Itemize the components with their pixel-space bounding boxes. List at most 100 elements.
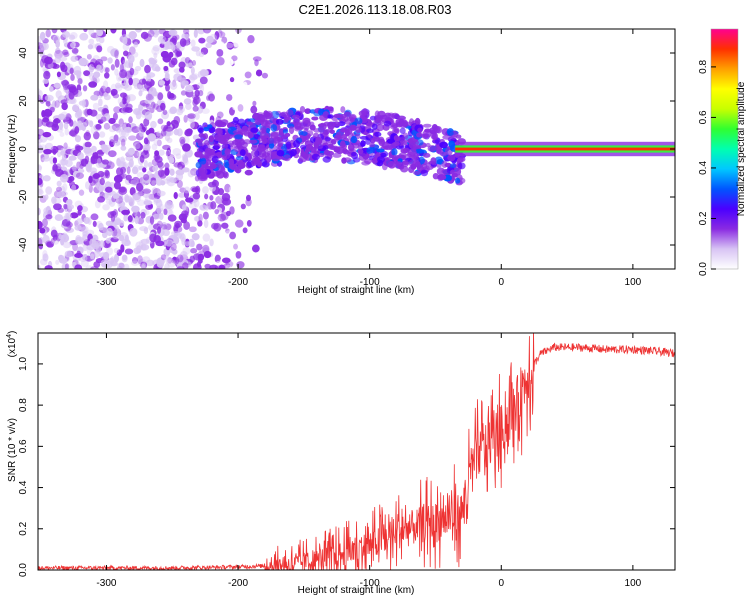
spectrogram-cell xyxy=(266,138,275,144)
spectrogram-cell xyxy=(114,82,122,89)
spectrogram-cell xyxy=(87,217,92,225)
spectrogram-cell xyxy=(182,247,191,255)
spectrogram-cell xyxy=(171,35,178,43)
spectrogram-cell xyxy=(42,253,49,262)
spectrogram-cell xyxy=(99,240,105,249)
spectrogram-cell xyxy=(173,162,182,168)
spectrogram-cell xyxy=(422,123,432,128)
spectrogram-cell xyxy=(237,118,246,127)
spectrogram-cell xyxy=(198,145,204,154)
spectrogram-cell xyxy=(253,262,259,269)
spectrogram-cell xyxy=(214,102,224,111)
spectrogram-cell xyxy=(52,163,58,172)
spectrogram-cell xyxy=(105,237,111,244)
spectrogram-cell xyxy=(56,151,62,158)
spectrogram-cell xyxy=(72,104,79,112)
spectrogram-cell xyxy=(286,109,294,117)
spectrogram-cell xyxy=(196,243,203,251)
spectrogram-cell xyxy=(227,80,234,89)
spectrogram-cell xyxy=(122,106,130,113)
spectrogram-cell xyxy=(150,101,156,109)
spectrogram-cell xyxy=(122,43,130,51)
spectrogram-cell xyxy=(183,221,191,230)
colorbar-ticks: 0.0 0.2 0.4 0.6 0.8 xyxy=(698,60,716,276)
spectrogram-cell xyxy=(177,105,185,113)
spectrogram-cell xyxy=(198,132,205,138)
spectrogram-cell xyxy=(74,252,83,258)
spectrogram-cell xyxy=(294,121,302,129)
spectrogram-cell xyxy=(142,188,152,194)
spectrogram-cell xyxy=(134,215,139,225)
spectrogram-cell xyxy=(129,67,135,76)
spectrogram-cell xyxy=(194,151,203,158)
spectrogram-cell xyxy=(214,209,220,215)
spectrogram-cell xyxy=(308,121,315,127)
spectrogram-cell xyxy=(311,116,319,121)
spectrogram-cell xyxy=(54,100,60,108)
spectrogram-cell xyxy=(110,64,115,71)
spectrogram-cell xyxy=(86,53,92,60)
spectrogram-cell xyxy=(72,165,77,172)
spectrogram-cell xyxy=(199,76,208,85)
spectrogram-cell xyxy=(250,127,259,133)
spectrogram-cell xyxy=(112,232,121,240)
spectrogram-cell xyxy=(190,248,198,254)
spectrogram-cell xyxy=(90,94,99,101)
spectrogram-cell xyxy=(201,108,210,114)
spectrogram-cell xyxy=(77,78,83,85)
spectrogram-cell xyxy=(191,233,200,241)
spectrogram-cell xyxy=(413,170,421,176)
spectrogram-cell xyxy=(63,142,68,150)
spectrogram-cell xyxy=(376,123,385,132)
spectrogram-cell xyxy=(117,199,122,209)
spectrogram-cell xyxy=(180,79,190,87)
spectrogram-cell xyxy=(304,108,312,114)
spectrogram-cell xyxy=(369,142,376,148)
spectrogram-cell xyxy=(135,110,142,120)
spectrogram-cell xyxy=(376,156,385,163)
spectrogram-cell xyxy=(131,126,140,133)
spectrogram-cell xyxy=(437,174,447,181)
spectrogram-cell xyxy=(193,29,198,38)
spectrogram-cell xyxy=(156,226,162,234)
colorbar-tick-label: 0.6 xyxy=(698,110,709,124)
spectrogram-cell xyxy=(66,97,76,105)
spectrogram-cell xyxy=(219,41,225,48)
spectrogram-cell xyxy=(140,211,146,219)
spectrogram-cell xyxy=(184,57,191,64)
spectrogram-cell xyxy=(185,62,194,68)
spectrogram-cell xyxy=(252,100,257,107)
spectrogram-cell xyxy=(122,92,128,102)
spectrogram-cell xyxy=(391,112,400,119)
spectrogram-cell xyxy=(124,240,131,247)
snr-scale-exp: 4 xyxy=(6,334,13,338)
spectrogram-cell xyxy=(218,188,225,196)
spectrogram-cell xyxy=(226,41,234,50)
colorbar-tick-label: 0.4 xyxy=(698,161,709,175)
spectrogram-cell xyxy=(366,147,373,154)
svg-text:(x104): (x104) xyxy=(6,331,18,358)
spectrogram-cell xyxy=(132,192,141,200)
spectrogram-cell xyxy=(436,167,446,176)
spectrogram-cell xyxy=(235,196,244,204)
spectrogram-cell xyxy=(165,83,170,92)
snr-scale-prefix: (x10 xyxy=(7,337,18,357)
spectrogram-cell xyxy=(348,114,357,121)
spectrogram-cell xyxy=(229,77,235,83)
spectrogram-cell xyxy=(38,264,41,269)
spectrogram-cell xyxy=(197,29,205,35)
spectrogram-cell xyxy=(147,133,157,142)
spectrogram-cell xyxy=(101,159,109,165)
spectrogram-cell xyxy=(233,39,240,48)
spectrogram-cell xyxy=(104,72,110,79)
spectrogram-cell xyxy=(270,132,279,140)
spectrogram-cell xyxy=(203,250,212,259)
spectrogram-cell xyxy=(98,222,104,231)
spectrogram-cell xyxy=(212,145,220,150)
spectrogram-cell xyxy=(178,66,185,73)
spectrogram-cell xyxy=(134,29,142,33)
spectrogram-cell xyxy=(245,198,252,207)
spectrogram-x-tick-label: -300 xyxy=(96,277,116,288)
spectrogram-cell xyxy=(209,238,214,247)
spectrogram-cell xyxy=(45,71,50,77)
